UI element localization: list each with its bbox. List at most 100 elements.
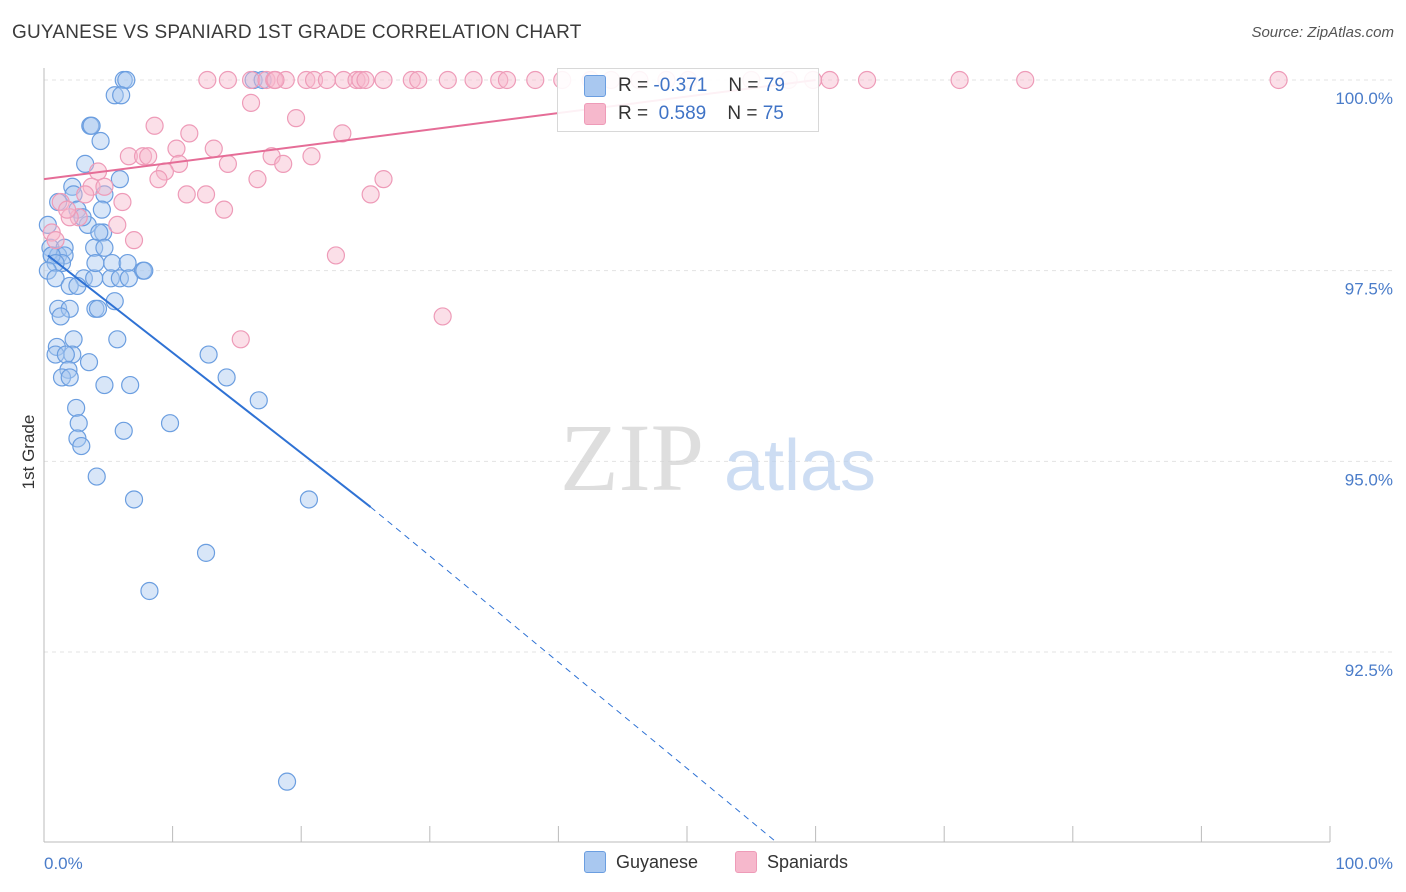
legend-n-value: 75 — [762, 103, 784, 124]
point-guyanese — [160, 414, 180, 433]
point-spaniards — [433, 307, 452, 326]
point-spaniards — [409, 70, 428, 90]
point-guyanese — [74, 269, 93, 288]
legend-n-value: 79 — [763, 75, 785, 96]
legend-label-guyanese: Guyanese — [616, 851, 699, 872]
point-guyanese — [217, 368, 236, 387]
point-spaniards — [857, 70, 877, 90]
point-spaniards — [464, 70, 483, 90]
legend-swatch-spaniards — [735, 851, 757, 873]
y-tick-label: 100.0% — [1335, 89, 1393, 108]
y-tick-label: 95.0% — [1345, 470, 1393, 489]
series-guyanese-points — [38, 70, 319, 791]
point-guyanese — [46, 269, 65, 288]
chart-title: GUYANESE VS SPANIARD 1ST GRADE CORRELATI… — [12, 22, 582, 43]
legend-swatch-guyanese — [584, 851, 606, 873]
watermark-zip: ZIP — [560, 404, 704, 511]
point-guyanese — [118, 253, 137, 273]
axes — [43, 68, 1331, 843]
legend-r-label: R = — [618, 75, 649, 96]
point-guyanese — [117, 70, 136, 90]
point-guyanese — [86, 253, 105, 273]
legend-label-spaniards: Spaniards — [767, 851, 849, 872]
point-guyanese — [67, 398, 86, 418]
point-guyanese — [135, 261, 154, 280]
point-guyanese — [112, 86, 131, 105]
grid-lines — [44, 79, 1392, 653]
point-guyanese — [64, 330, 83, 349]
point-spaniards — [820, 70, 839, 90]
series-legend: Guyanese Spaniards — [0, 851, 1406, 879]
point-guyanese — [114, 421, 133, 440]
point-spaniards — [241, 70, 261, 90]
point-guyanese — [59, 360, 78, 379]
point-spaniards — [82, 177, 101, 196]
point-spaniards — [438, 70, 457, 90]
point-spaniards — [46, 231, 65, 250]
point-guyanese — [79, 353, 99, 372]
point-spaniards — [58, 200, 77, 219]
point-spaniards — [276, 70, 295, 90]
legend-item-spaniards: Spaniards — [735, 851, 848, 873]
point-guyanese — [90, 223, 109, 242]
point-spaniards — [214, 200, 234, 219]
y-tick-label: 97.5% — [1345, 280, 1393, 299]
point-guyanese — [60, 276, 79, 296]
point-spaniards — [333, 124, 352, 143]
legend-item-guyanese: Guyanese — [584, 851, 698, 873]
correlation-legend: R = -0.371 N = 79 R = 0.589 N = 75 — [557, 68, 819, 132]
point-guyanese — [88, 299, 108, 318]
point-spaniards — [274, 154, 293, 173]
point-spaniards — [351, 70, 370, 90]
point-spaniards — [218, 154, 237, 173]
point-spaniards — [374, 70, 393, 90]
point-guyanese — [46, 345, 65, 364]
point-spaniards — [167, 139, 186, 158]
point-guyanese — [91, 131, 110, 151]
point-guyanese — [299, 490, 319, 509]
point-guyanese — [85, 269, 104, 288]
point-spaniards — [231, 330, 250, 349]
point-guyanese — [52, 368, 72, 387]
point-spaniards — [145, 116, 164, 135]
point-guyanese — [95, 375, 114, 395]
legend-r-value: 0.589 — [658, 103, 707, 124]
point-spaniards — [241, 93, 261, 112]
point-guyanese — [110, 170, 129, 189]
point-spaniards — [248, 170, 267, 189]
x-tick-label: 100.0% — [1335, 854, 1393, 873]
point-spaniards — [133, 147, 153, 166]
point-spaniards — [304, 70, 324, 90]
legend-text-spaniards: R = 0.589 N = 75 — [618, 103, 784, 125]
point-guyanese — [277, 772, 297, 791]
point-guyanese — [52, 253, 72, 273]
point-guyanese — [87, 467, 106, 486]
point-guyanese — [92, 200, 111, 219]
point-guyanese — [38, 261, 57, 280]
point-spaniards — [266, 70, 285, 90]
legend-swatch-spaniards — [584, 103, 606, 125]
point-guyanese — [249, 391, 268, 410]
point-spaniards — [124, 231, 144, 250]
point-spaniards — [497, 70, 517, 90]
point-guyanese — [121, 375, 140, 395]
point-spaniards — [198, 70, 217, 90]
legend-r-value: -0.371 — [653, 75, 708, 96]
legend-n-label: N = — [727, 103, 758, 124]
legend-swatch-guyanese — [584, 75, 606, 97]
point-spaniards — [356, 70, 375, 90]
point-spaniards — [95, 177, 114, 196]
point-spaniards — [317, 70, 337, 90]
point-guyanese — [73, 208, 92, 227]
point-spaniards — [361, 185, 380, 204]
point-spaniards — [1269, 70, 1288, 90]
point-guyanese — [51, 307, 70, 326]
point-spaniards — [218, 70, 237, 90]
point-spaniards — [374, 170, 393, 189]
point-spaniards — [526, 70, 545, 90]
point-spaniards — [950, 70, 969, 90]
point-guyanese — [56, 345, 75, 364]
point-spaniards — [149, 170, 168, 189]
point-guyanese — [95, 238, 114, 257]
